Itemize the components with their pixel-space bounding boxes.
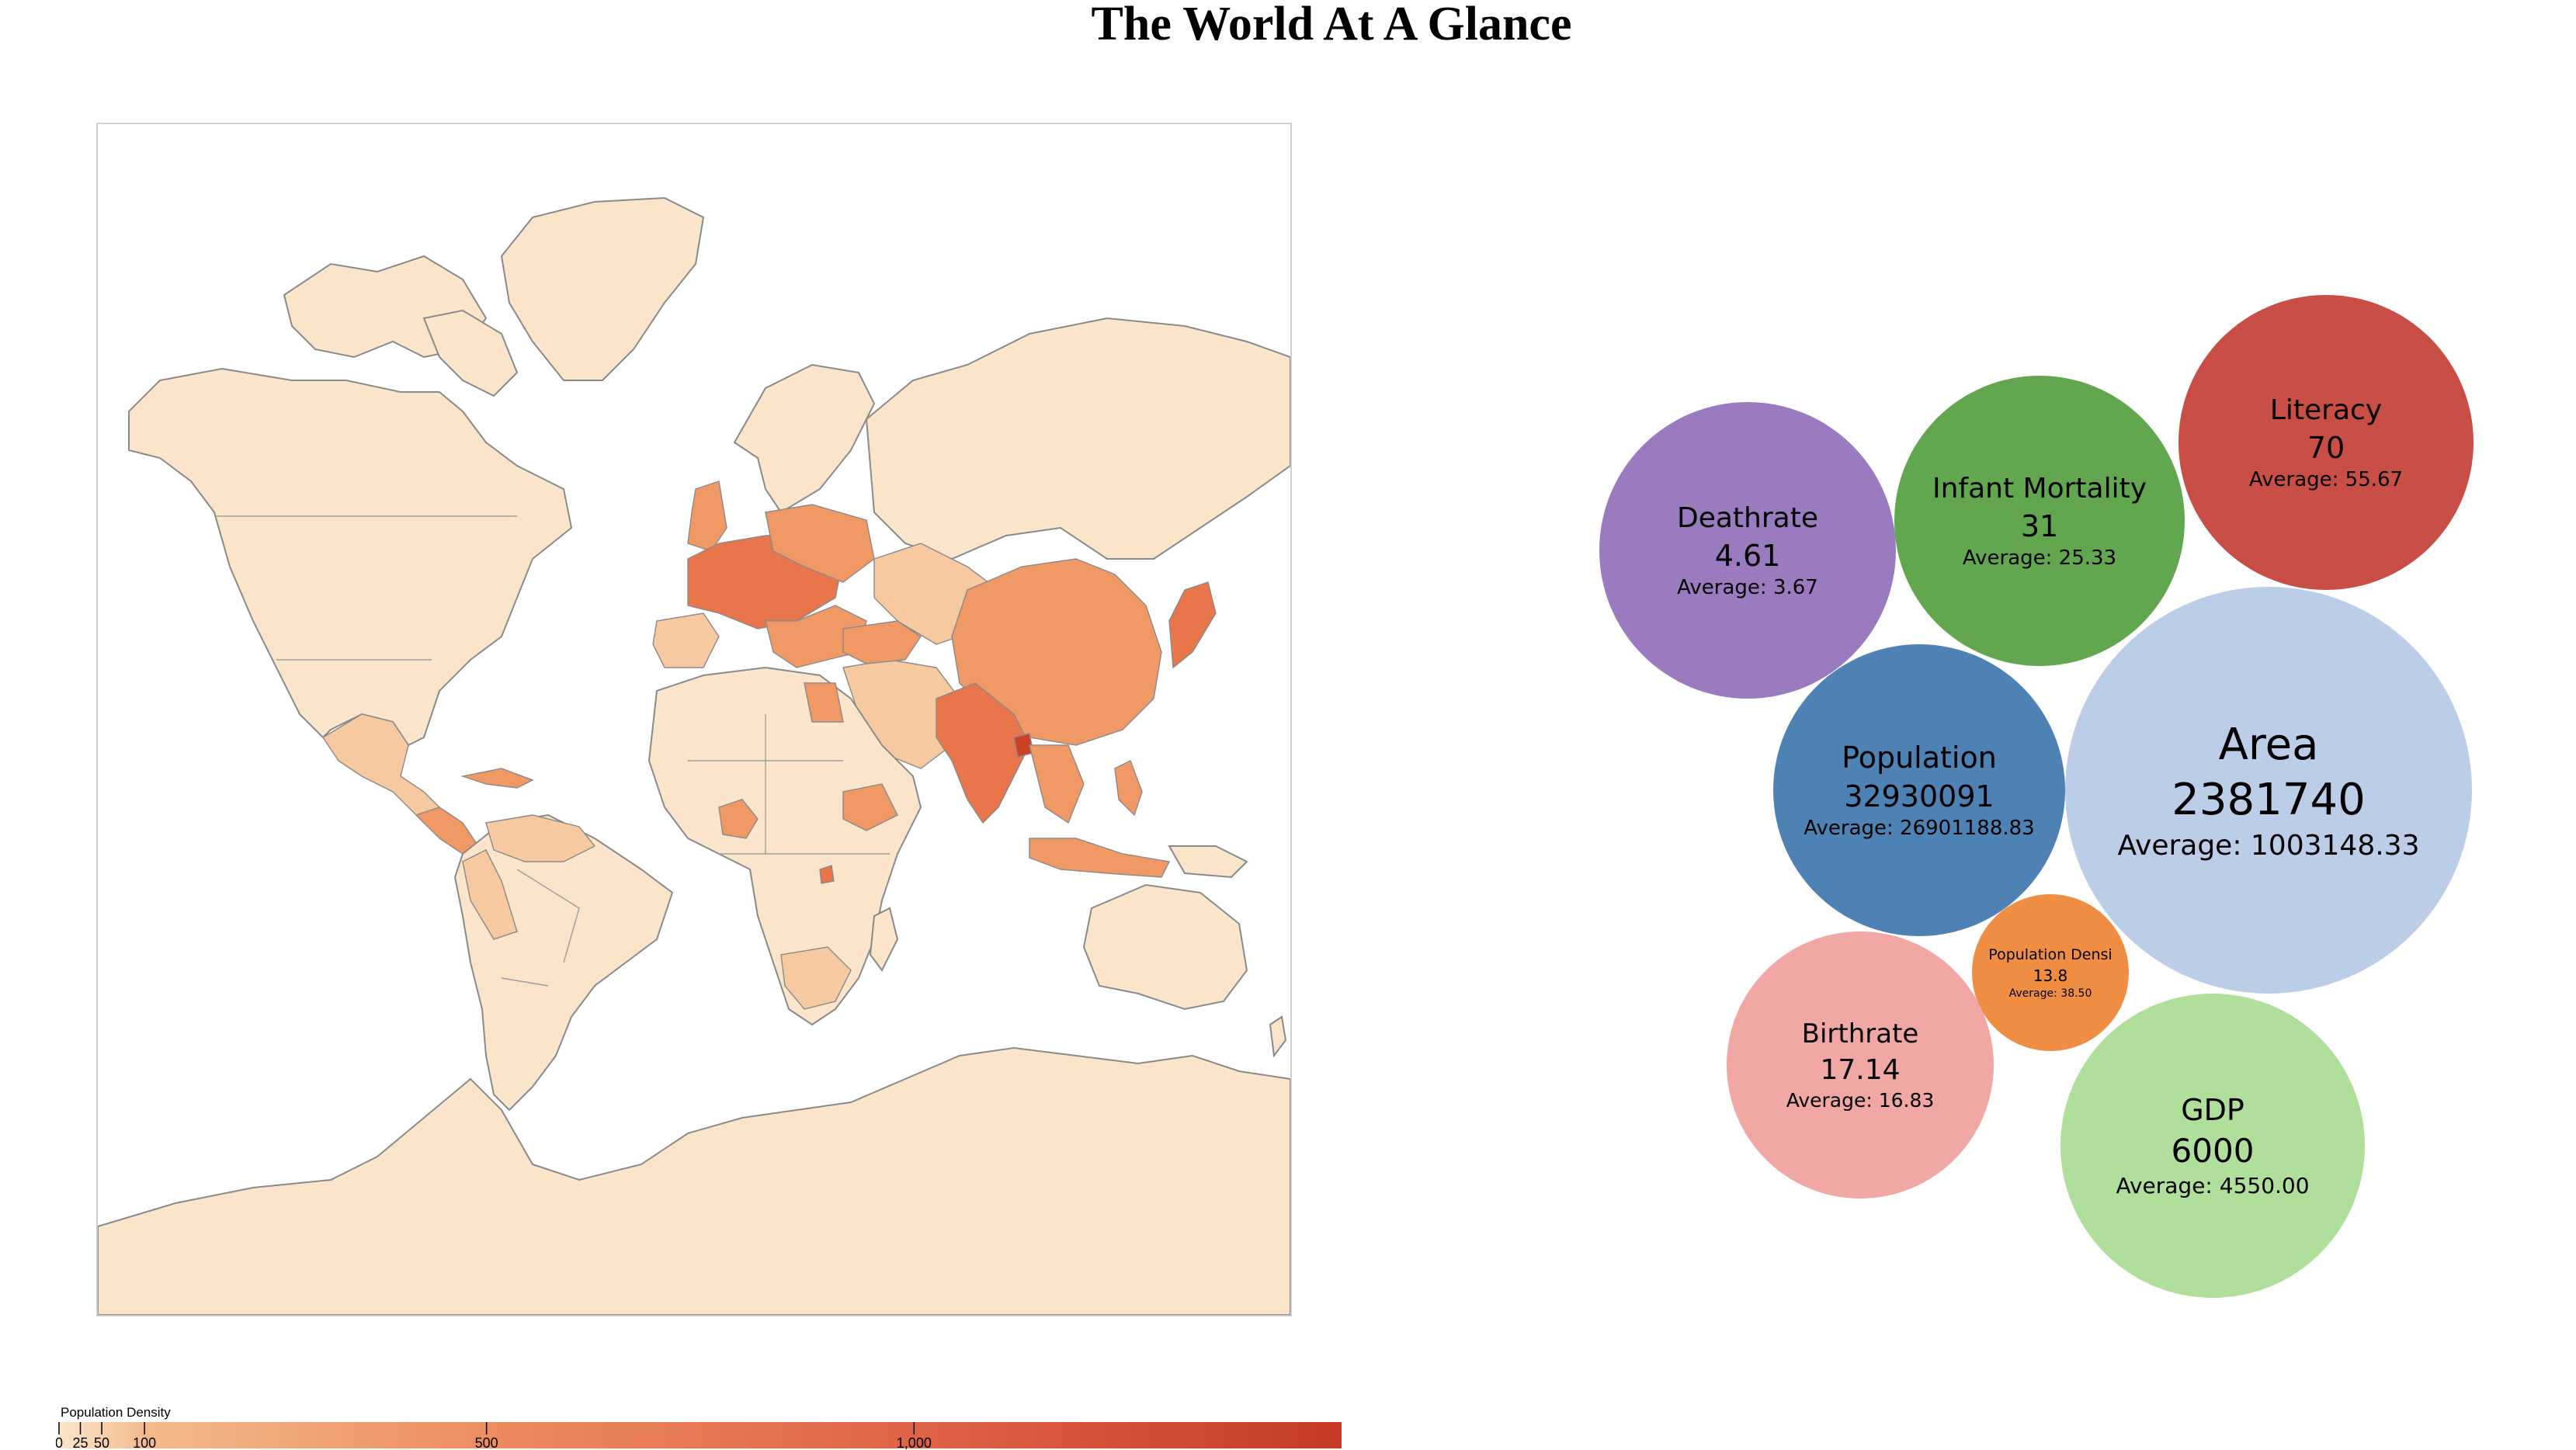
new-guinea[interactable] bbox=[1168, 845, 1248, 879]
bubble-population[interactable]: Population 32930091 Average: 26901188.83 bbox=[1773, 644, 2065, 936]
madagascar[interactable] bbox=[869, 907, 899, 972]
caribbean[interactable] bbox=[460, 768, 534, 789]
central-europe[interactable] bbox=[765, 504, 875, 583]
africa[interactable] bbox=[647, 666, 922, 1026]
bubble-deathrate[interactable]: Deathrate 4.61 Average: 3.67 bbox=[1599, 402, 1896, 699]
bubble-literacy[interactable]: Literacy 70 Average: 55.67 bbox=[2178, 295, 2474, 590]
bubble-population-name: Population bbox=[1842, 741, 1997, 775]
iberia[interactable] bbox=[652, 612, 720, 668]
russia[interactable] bbox=[865, 317, 1290, 560]
japan[interactable] bbox=[1168, 581, 1217, 669]
bubble-gdp-value: 6000 bbox=[2171, 1132, 2255, 1170]
southeast-asia[interactable] bbox=[1029, 744, 1085, 824]
legend-color-scale: 0 25 50 100 500 1,000 bbox=[56, 1422, 1342, 1450]
greenland[interactable] bbox=[500, 196, 705, 381]
antarctica[interactable] bbox=[98, 1046, 1290, 1315]
legend-tick-label: 0 bbox=[56, 1435, 63, 1450]
bubble-area-average: Average: 1003148.33 bbox=[2117, 829, 2420, 862]
legend-tick-label: 100 bbox=[133, 1435, 156, 1450]
central-america[interactable] bbox=[415, 807, 480, 855]
australia[interactable] bbox=[1082, 883, 1248, 1011]
bubble-literacy-average: Average: 55.67 bbox=[2248, 467, 2404, 491]
bubble-infant-mortality[interactable]: Infant Mortality 31 Average: 25.33 bbox=[1894, 376, 2185, 666]
population-density-legend: Population Density 0 25 50 100 500 1,000 bbox=[56, 1405, 1345, 1450]
bubble-birthrate-average: Average: 16.83 bbox=[1786, 1089, 1935, 1112]
bubble-population-density-value: 13.8 bbox=[2033, 966, 2068, 985]
bubble-deathrate-value: 4.61 bbox=[1714, 538, 1781, 573]
bubble-infant-mortality-average: Average: 25.33 bbox=[1962, 546, 2117, 570]
legend-title: Population Density bbox=[61, 1405, 171, 1420]
ecuador-peru[interactable] bbox=[462, 849, 518, 940]
nigeria[interactable] bbox=[718, 799, 759, 839]
united-kingdom[interactable] bbox=[687, 480, 727, 552]
bubble-gdp-average: Average: 4550.00 bbox=[2116, 1173, 2310, 1199]
bubble-literacy-value: 70 bbox=[2307, 430, 2345, 465]
bubble-population-value: 32930091 bbox=[1844, 779, 1994, 813]
baffin-island[interactable] bbox=[422, 309, 519, 397]
bubble-deathrate-average: Average: 3.67 bbox=[1677, 575, 1818, 599]
rwanda-burundi[interactable] bbox=[819, 865, 835, 884]
legend-tick-label: 25 bbox=[73, 1435, 89, 1450]
world-map-canvas[interactable] bbox=[98, 124, 1290, 1315]
scandinavia[interactable] bbox=[733, 363, 876, 514]
bubble-birthrate[interactable]: Birthrate 17.14 Average: 16.83 bbox=[1727, 931, 1994, 1199]
indonesia[interactable] bbox=[1029, 838, 1171, 878]
legend-tick-label: 50 bbox=[94, 1435, 109, 1450]
ethiopia[interactable] bbox=[842, 783, 898, 831]
north-america[interactable] bbox=[128, 367, 573, 747]
mexico[interactable] bbox=[322, 713, 441, 816]
new-zealand[interactable] bbox=[1269, 1015, 1287, 1058]
bubble-area-value: 2381740 bbox=[2172, 774, 2366, 825]
bubble-gdp[interactable]: GDP 6000 Average: 4550.00 bbox=[2060, 994, 2365, 1298]
bubble-infant-mortality-name: Infant Mortality bbox=[1932, 472, 2147, 505]
bubble-area[interactable]: Area 2381740 Average: 1003148.33 bbox=[2065, 587, 2472, 994]
india[interactable] bbox=[936, 682, 1030, 824]
egypt[interactable] bbox=[804, 682, 844, 723]
world-map[interactable] bbox=[96, 123, 1292, 1316]
turkey-levant[interactable] bbox=[842, 620, 922, 664]
bubble-population-density[interactable]: Population Densi 13.8 Average: 38.50 bbox=[1972, 894, 2129, 1051]
bubble-area-name: Area bbox=[2218, 719, 2319, 770]
bubble-birthrate-name: Birthrate bbox=[1801, 1018, 1919, 1049]
bubble-population-density-name: Population Densi bbox=[1988, 945, 2113, 963]
philippines[interactable] bbox=[1114, 760, 1143, 817]
bubble-birthrate-value: 17.14 bbox=[1820, 1054, 1901, 1086]
south-africa[interactable] bbox=[780, 946, 852, 1010]
page-title: The World At A Glance bbox=[1091, 0, 1572, 50]
legend-tick-label: 500 bbox=[475, 1435, 498, 1450]
bubble-population-density-average: Average: 38.50 bbox=[2008, 987, 2092, 1000]
country-stats-bubbles: Deathrate 4.61 Average: 3.67 Infant Mort… bbox=[1568, 279, 2484, 1304]
bubble-literacy-name: Literacy bbox=[2269, 394, 2383, 426]
bubble-deathrate-name: Deathrate bbox=[1677, 501, 1818, 534]
colombia-venezuela[interactable] bbox=[485, 814, 596, 862]
legend-tick-label: 1,000 bbox=[897, 1435, 932, 1450]
bubble-gdp-name: GDP bbox=[2181, 1093, 2244, 1127]
bubble-population-average: Average: 26901188.83 bbox=[1804, 817, 2035, 840]
bubble-infant-mortality-value: 31 bbox=[2020, 508, 2059, 543]
legend-gradient-bar bbox=[59, 1422, 1342, 1448]
